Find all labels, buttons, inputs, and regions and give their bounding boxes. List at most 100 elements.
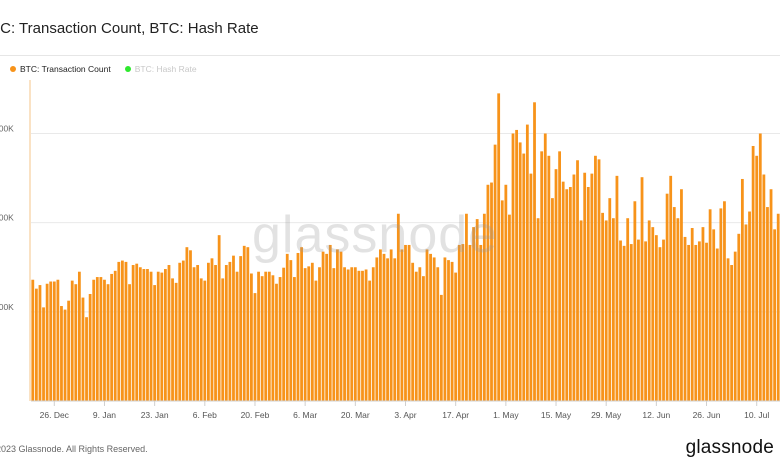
bar xyxy=(425,249,429,401)
bar xyxy=(210,258,214,401)
bar xyxy=(697,241,701,401)
bar xyxy=(214,265,217,401)
bar xyxy=(565,189,569,401)
bar xyxy=(769,189,773,401)
legend-label-hash-rate: BTC: Hash Rate xyxy=(134,64,197,74)
bar xyxy=(751,145,755,401)
bar xyxy=(242,245,246,401)
bar xyxy=(594,155,597,401)
bar xyxy=(619,240,622,401)
bar xyxy=(42,307,45,401)
bar xyxy=(110,273,114,401)
bar xyxy=(411,262,415,401)
bar xyxy=(533,102,536,402)
bar xyxy=(285,253,289,401)
bar xyxy=(762,174,766,401)
bar xyxy=(310,262,314,401)
bar xyxy=(776,213,780,401)
bar xyxy=(318,267,321,401)
bar xyxy=(389,249,393,401)
bar xyxy=(733,251,737,401)
bar xyxy=(561,181,565,401)
bar xyxy=(418,267,422,401)
bar xyxy=(203,280,207,401)
bar xyxy=(393,258,397,401)
bar xyxy=(558,151,561,401)
bar xyxy=(705,242,708,401)
bar xyxy=(572,174,576,401)
bar xyxy=(465,213,468,401)
bar xyxy=(153,285,157,401)
bar xyxy=(407,244,411,401)
bar xyxy=(651,227,655,401)
bar xyxy=(206,262,210,401)
bar xyxy=(690,228,694,401)
bar xyxy=(178,262,182,401)
bar xyxy=(687,244,691,401)
bar xyxy=(368,280,372,401)
bar xyxy=(672,207,676,401)
bar xyxy=(189,250,192,401)
x-tick-label: 3. Apr xyxy=(394,410,416,420)
bar xyxy=(658,247,662,401)
bar xyxy=(511,133,515,401)
x-tick-label: 6. Mar xyxy=(293,410,317,420)
bar xyxy=(307,266,311,401)
bar xyxy=(85,317,88,401)
bar xyxy=(289,260,293,401)
bar xyxy=(482,213,486,401)
bar xyxy=(199,278,203,401)
bar xyxy=(597,159,601,401)
x-tick-label: 29. May xyxy=(591,410,622,420)
bar xyxy=(454,272,458,401)
bar xyxy=(515,129,518,401)
bar xyxy=(737,233,741,401)
bar xyxy=(196,265,200,401)
bar xyxy=(185,247,189,401)
bar xyxy=(719,208,723,401)
bar xyxy=(547,155,551,401)
bar xyxy=(500,200,504,401)
y-tick-label: 400K xyxy=(0,213,14,223)
bar xyxy=(160,272,164,401)
x-tick-label: 26. Dec xyxy=(40,410,70,420)
x-tick-label: 17. Apr xyxy=(442,410,469,420)
bar xyxy=(615,175,619,401)
bar xyxy=(576,160,579,401)
bar xyxy=(135,263,139,401)
bar xyxy=(633,201,637,401)
bar xyxy=(49,281,53,401)
bar xyxy=(357,270,361,401)
bar xyxy=(52,281,56,401)
y-tick-label: 600K xyxy=(0,124,14,134)
bar xyxy=(131,265,135,401)
x-tick-label: 1. May xyxy=(493,410,519,420)
bar xyxy=(654,235,658,401)
bar xyxy=(708,209,712,401)
copyright-text: 2023 Glassnode. All Rights Reserved. xyxy=(0,444,148,454)
bar xyxy=(540,151,544,401)
bar xyxy=(124,261,128,401)
bar xyxy=(712,229,716,401)
bar xyxy=(232,255,235,401)
x-tick-label: 9. Jan xyxy=(93,410,116,420)
bar xyxy=(493,144,497,402)
bar xyxy=(382,253,386,401)
bar xyxy=(282,267,286,401)
legend-item-hash-rate[interactable]: BTC: Hash Rate xyxy=(124,64,197,74)
bar xyxy=(99,277,103,401)
bar xyxy=(744,224,748,401)
x-tick-label: 23. Jan xyxy=(141,410,169,420)
bar xyxy=(81,297,85,401)
bar xyxy=(361,270,364,401)
bar xyxy=(543,133,547,401)
x-tick-label: 15. May xyxy=(541,410,572,420)
bar xyxy=(590,173,594,401)
bar xyxy=(275,283,278,401)
bar xyxy=(328,244,332,401)
bar xyxy=(63,309,67,401)
legend-item-transaction-count[interactable]: BTC: Transaction Count xyxy=(10,64,111,74)
bar xyxy=(375,257,379,401)
x-tick-label: 6. Feb xyxy=(193,410,217,420)
